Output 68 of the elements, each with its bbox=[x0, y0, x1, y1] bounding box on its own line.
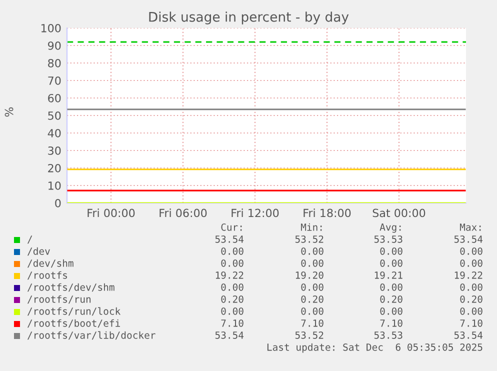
y-tick-label: 70 bbox=[48, 76, 61, 85]
text: Max: bbox=[460, 224, 481, 231]
y-tick-label: 20 bbox=[48, 164, 61, 172]
y-tick-label: 30 bbox=[48, 146, 61, 155]
text: 0.00 bbox=[221, 259, 244, 267]
legend-label: /rootfs/run bbox=[27, 295, 91, 304]
x-tick-label: Sat 00:00 bbox=[372, 208, 426, 218]
text: 0.00 bbox=[301, 283, 324, 291]
x-tick-label: Fri 00:00 bbox=[88, 208, 135, 218]
text: 0.00 bbox=[301, 307, 324, 315]
text: 53.53 bbox=[374, 235, 402, 243]
y-tick-label: 80 bbox=[48, 58, 61, 68]
y-axis-title: % bbox=[4, 107, 14, 117]
text: 0.00 bbox=[301, 259, 324, 267]
legend-label: /rootfs/var/lib/docker bbox=[27, 331, 156, 340]
text: Cur: bbox=[221, 223, 242, 231]
text: Min: bbox=[300, 223, 322, 231]
text: 7.10 bbox=[460, 319, 482, 327]
text: 53.54 bbox=[454, 331, 483, 339]
text: 0.20 bbox=[301, 295, 324, 303]
y-tick-label: 100 bbox=[41, 24, 61, 32]
text: 0.00 bbox=[380, 283, 402, 291]
text: 0.00 bbox=[380, 307, 402, 315]
legend-label: /rootfs/run/lock bbox=[27, 307, 121, 316]
text: 53.52 bbox=[295, 331, 324, 339]
text: 0.00 bbox=[301, 247, 324, 255]
text: 0.00 bbox=[380, 247, 402, 255]
text: 0.00 bbox=[460, 247, 482, 255]
legend-label: /dev/shm bbox=[27, 259, 74, 268]
text: 53.52 bbox=[295, 235, 324, 243]
x-tick-label: Fri 18:00 bbox=[304, 208, 351, 218]
text: 0.00 bbox=[380, 259, 402, 267]
text: 19.22 bbox=[216, 271, 244, 279]
y-tick-label: 50 bbox=[48, 111, 61, 120]
text: 53.54 bbox=[454, 235, 483, 243]
text: 0.00 bbox=[460, 283, 482, 291]
text: 53.54 bbox=[215, 331, 244, 339]
x-tick-label: Fri 12:00 bbox=[232, 208, 279, 218]
text: 19.22 bbox=[454, 271, 482, 279]
text: 7.10 bbox=[301, 319, 324, 327]
text: 0.00 bbox=[221, 307, 244, 315]
y-tick-label: 40 bbox=[48, 128, 61, 138]
text: 0.00 bbox=[221, 283, 244, 291]
text: 7.10 bbox=[221, 319, 244, 327]
text: 0.00 bbox=[460, 307, 482, 315]
text: 53.54 bbox=[215, 235, 244, 243]
chart-title: Disk usage in percent - by day bbox=[149, 12, 349, 24]
text: 0.20 bbox=[460, 295, 482, 303]
text: Last update: Sat Dec 6 05:35:05 2025 bbox=[267, 343, 482, 353]
text: 19.20 bbox=[296, 271, 324, 279]
text: 53.53 bbox=[374, 331, 402, 339]
legend-label: / bbox=[27, 236, 32, 244]
text: 19.21 bbox=[374, 271, 402, 279]
legend-label: /rootfs/boot/efi bbox=[27, 319, 120, 328]
text: 0.00 bbox=[460, 259, 482, 267]
y-tick-label: 0 bbox=[55, 198, 61, 208]
y-tick-label: 10 bbox=[48, 181, 61, 190]
legend-label: /rootfs bbox=[27, 271, 68, 280]
text: 0.00 bbox=[221, 247, 244, 255]
y-tick-label: 90 bbox=[48, 41, 61, 50]
y-tick-label: 60 bbox=[48, 94, 61, 102]
text: Avg: bbox=[380, 224, 401, 233]
legend-label: /rootfs/dev/shm bbox=[27, 283, 114, 292]
text: 0.20 bbox=[380, 295, 402, 303]
text: 0.20 bbox=[221, 295, 244, 303]
x-tick-label: Fri 06:00 bbox=[160, 208, 207, 218]
legend-label: /dev bbox=[27, 247, 50, 256]
text: 7.10 bbox=[380, 319, 402, 327]
